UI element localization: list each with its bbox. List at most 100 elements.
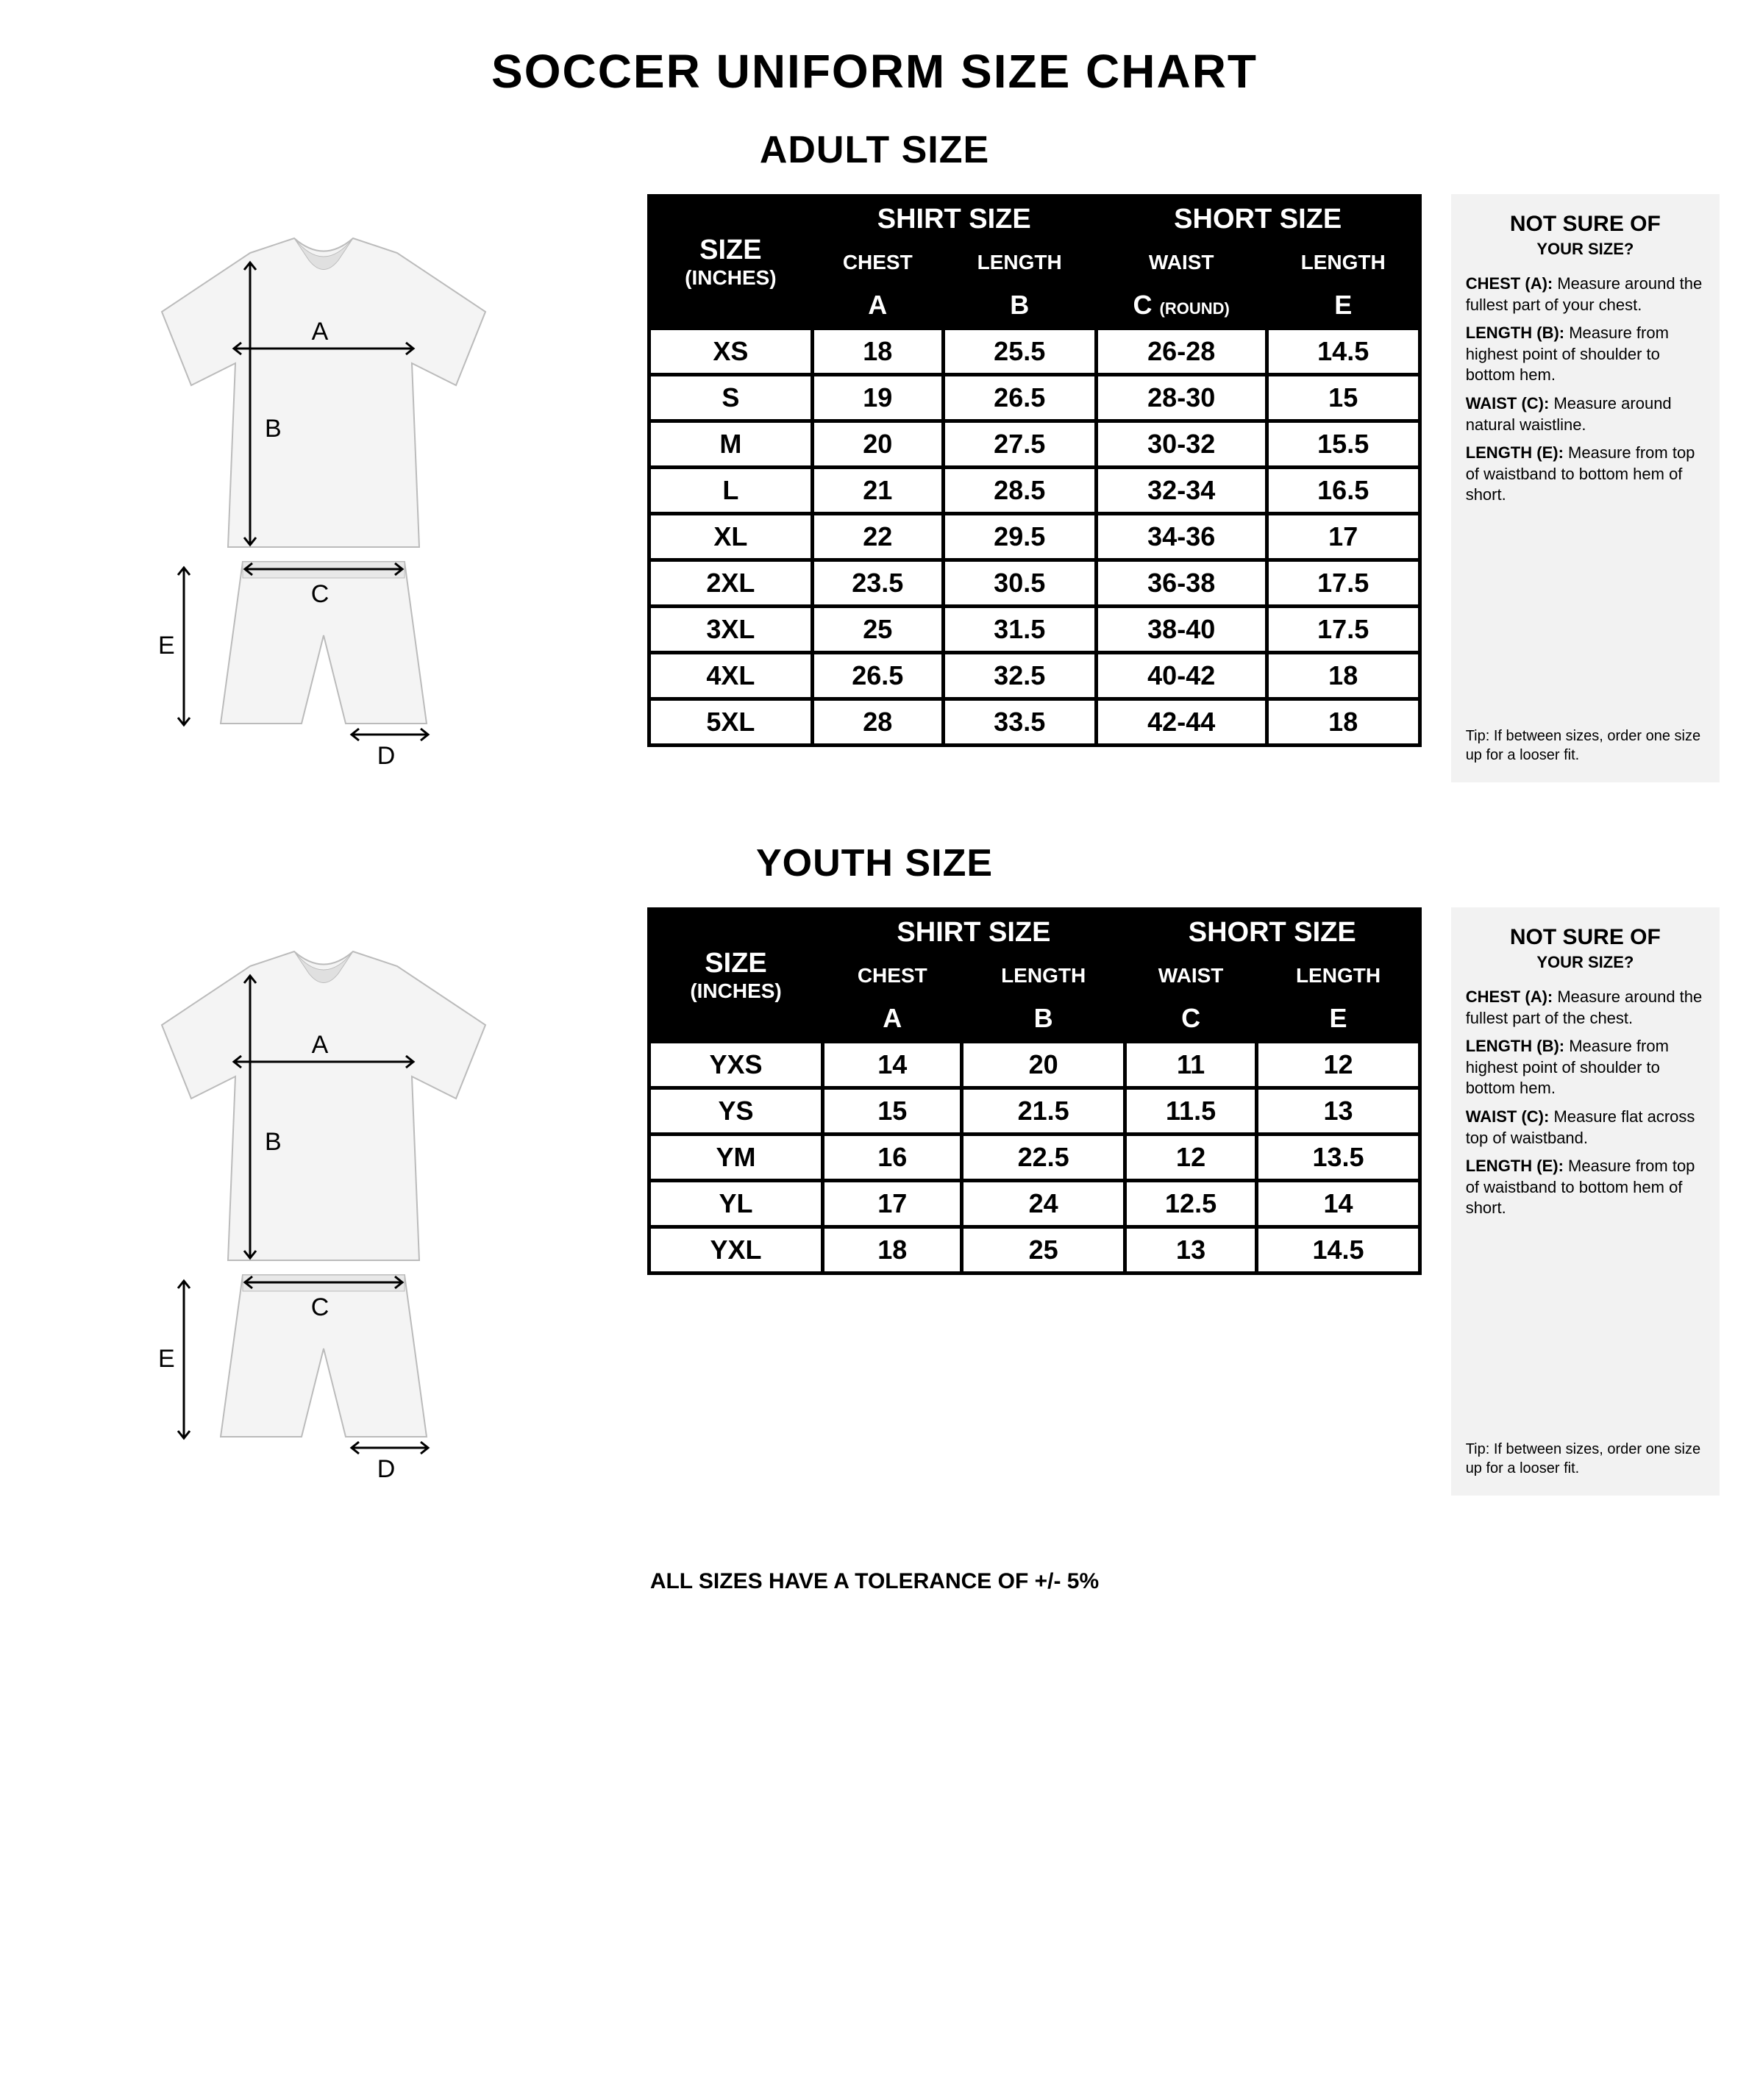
cell-size: 4XL	[649, 653, 813, 699]
cell-e: 18	[1267, 653, 1419, 699]
hdr-waist: WAIST	[1096, 243, 1267, 282]
cell-c: 38-40	[1096, 607, 1267, 653]
table-row: XL2229.534-3617	[649, 514, 1420, 560]
table-row: M2027.530-3215.5	[649, 421, 1420, 468]
cell-size: 5XL	[649, 699, 813, 746]
table-row: 4XL26.532.540-4218	[649, 653, 1420, 699]
table-row: YXS14201112	[649, 1042, 1420, 1088]
cell-a: 14	[823, 1042, 962, 1088]
cell-e: 17.5	[1267, 560, 1419, 607]
hdr-size: SIZE	[658, 235, 803, 266]
label-b: B	[265, 1128, 282, 1156]
cell-c: 30-32	[1096, 421, 1267, 468]
cell-size: YS	[649, 1088, 823, 1135]
side-line: LENGTH (E): Measure from top of waistban…	[1466, 443, 1705, 506]
hdr-c: C	[1125, 996, 1257, 1042]
side-line: CHEST (A): Measure around the fullest pa…	[1466, 987, 1705, 1029]
side-line: LENGTH (B): Measure from highest point o…	[1466, 323, 1705, 386]
hdr-length: LENGTH	[943, 243, 1096, 282]
cell-c: 12	[1125, 1135, 1257, 1181]
hdr-chest: CHEST	[812, 243, 943, 282]
label-e: E	[158, 632, 175, 660]
cell-e: 15	[1267, 375, 1419, 421]
cell-b: 33.5	[943, 699, 1096, 746]
table-row: 2XL23.530.536-3817.5	[649, 560, 1420, 607]
table-row: XS1825.526-2814.5	[649, 329, 1420, 375]
cell-e: 12	[1257, 1042, 1419, 1088]
cell-c: 34-36	[1096, 514, 1267, 560]
label-d: D	[377, 1455, 396, 1483]
cell-a: 16	[823, 1135, 962, 1181]
cell-size: YXS	[649, 1042, 823, 1088]
cell-c: 12.5	[1125, 1181, 1257, 1227]
cell-a: 18	[812, 329, 943, 375]
cell-a: 28	[812, 699, 943, 746]
side-line: CHEST (A): Measure around the fullest pa…	[1466, 274, 1705, 315]
cell-b: 29.5	[943, 514, 1096, 560]
hdr-size: SIZE	[658, 948, 813, 979]
sb-title: NOT SURE OF	[1466, 212, 1705, 237]
table-row: YL172412.514	[649, 1181, 1420, 1227]
cell-a: 20	[812, 421, 943, 468]
cell-b: 25.5	[943, 329, 1096, 375]
cell-a: 19	[812, 375, 943, 421]
cell-e: 15.5	[1267, 421, 1419, 468]
sb-sub: YOUR SIZE?	[1466, 953, 1705, 972]
hdr-short: SHORT SIZE	[1096, 196, 1419, 243]
hdr-e: E	[1267, 282, 1419, 329]
hdr-length2: LENGTH	[1267, 243, 1419, 282]
cell-size: S	[649, 375, 813, 421]
label-e: E	[158, 1345, 175, 1373]
doc-title: SOCCER UNIFORM SIZE CHART	[29, 44, 1720, 99]
cell-b: 32.5	[943, 653, 1096, 699]
label-b: B	[265, 415, 282, 443]
hdr-shirt: SHIRT SIZE	[823, 910, 1125, 957]
table-row: YM1622.51213.5	[649, 1135, 1420, 1181]
hdr-chest: CHEST	[823, 957, 962, 996]
youth-title: YOUTH SIZE	[29, 841, 1720, 885]
cell-c: 42-44	[1096, 699, 1267, 746]
side-line: WAIST (C): Measure around natural waistl…	[1466, 393, 1705, 435]
table-row: 5XL2833.542-4418	[649, 699, 1420, 746]
cell-e: 14.5	[1267, 329, 1419, 375]
cell-a: 22	[812, 514, 943, 560]
side-line: LENGTH (B): Measure from highest point o…	[1466, 1036, 1705, 1099]
cell-a: 15	[823, 1088, 962, 1135]
cell-a: 26.5	[812, 653, 943, 699]
label-a: A	[312, 1031, 329, 1059]
cell-e: 14	[1257, 1181, 1419, 1227]
cell-size: L	[649, 468, 813, 514]
hdr-unit: (INCHES)	[658, 266, 803, 290]
cell-b: 24	[962, 1181, 1125, 1227]
cell-b: 21.5	[962, 1088, 1125, 1135]
cell-c: 13	[1125, 1227, 1257, 1274]
youth-diagram: A B C D E	[29, 907, 618, 1496]
hdr-length2: LENGTH	[1257, 957, 1419, 996]
table-row: YS1521.511.513	[649, 1088, 1420, 1135]
cell-e: 13	[1257, 1088, 1419, 1135]
cell-size: YL	[649, 1181, 823, 1227]
adult-sidebox: NOT SURE OF YOUR SIZE? CHEST (A): Measur…	[1451, 194, 1720, 782]
hdr-b: B	[943, 282, 1096, 329]
cell-c: 11	[1125, 1042, 1257, 1088]
sb-note: Tip: If between sizes, order one size up…	[1466, 726, 1705, 765]
label-c: C	[311, 580, 330, 608]
hdr-shirt: SHIRT SIZE	[812, 196, 1096, 243]
adult-diagram: A B C D E	[29, 194, 618, 782]
youth-section: YOUTH SIZE	[29, 841, 1720, 1496]
side-line: WAIST (C): Measure flat across top of wa…	[1466, 1107, 1705, 1149]
hdr-a: A	[823, 996, 962, 1042]
cell-c: 32-34	[1096, 468, 1267, 514]
cell-c: 36-38	[1096, 560, 1267, 607]
cell-b: 26.5	[943, 375, 1096, 421]
cell-size: M	[649, 421, 813, 468]
side-line: LENGTH (E): Measure from top of waistban…	[1466, 1156, 1705, 1219]
table-row: L2128.532-3416.5	[649, 468, 1420, 514]
youth-sidebox: NOT SURE OF YOUR SIZE? CHEST (A): Measur…	[1451, 907, 1720, 1496]
sb-note: Tip: If between sizes, order one size up…	[1466, 1440, 1705, 1478]
cell-c: 40-42	[1096, 653, 1267, 699]
hdr-short: SHORT SIZE	[1125, 910, 1419, 957]
hdr-e: E	[1257, 996, 1419, 1042]
cell-size: 2XL	[649, 560, 813, 607]
cell-size: YM	[649, 1135, 823, 1181]
